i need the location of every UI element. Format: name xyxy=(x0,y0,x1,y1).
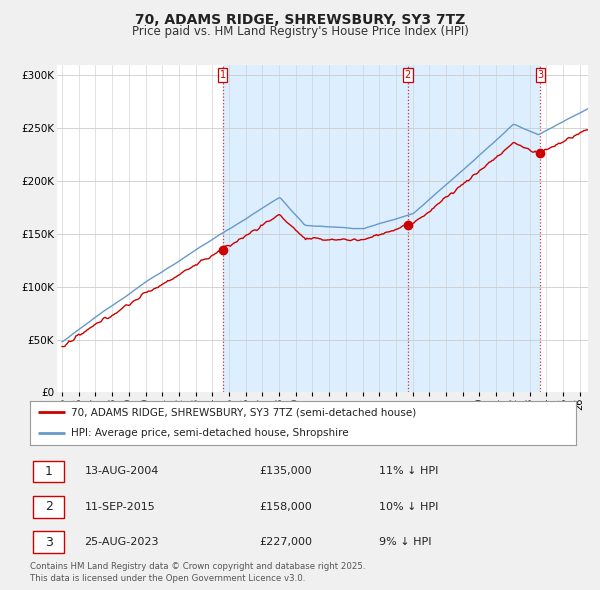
FancyBboxPatch shape xyxy=(33,461,64,482)
Text: 2: 2 xyxy=(404,70,411,80)
Text: Contains HM Land Registry data © Crown copyright and database right 2025.
This d: Contains HM Land Registry data © Crown c… xyxy=(30,562,365,583)
Text: HPI: Average price, semi-detached house, Shropshire: HPI: Average price, semi-detached house,… xyxy=(71,428,349,438)
Text: 3: 3 xyxy=(44,536,53,549)
Text: 3: 3 xyxy=(537,70,544,80)
Text: £158,000: £158,000 xyxy=(259,502,312,512)
FancyBboxPatch shape xyxy=(33,532,64,553)
Text: 11% ↓ HPI: 11% ↓ HPI xyxy=(379,467,439,476)
Text: 11-SEP-2015: 11-SEP-2015 xyxy=(85,502,155,512)
Text: 9% ↓ HPI: 9% ↓ HPI xyxy=(379,537,432,547)
FancyBboxPatch shape xyxy=(33,496,64,517)
Text: £135,000: £135,000 xyxy=(259,467,312,476)
Text: 13-AUG-2004: 13-AUG-2004 xyxy=(85,467,159,476)
Text: 25-AUG-2023: 25-AUG-2023 xyxy=(85,537,159,547)
Text: 1: 1 xyxy=(44,465,53,478)
Bar xyxy=(223,65,541,392)
Text: £227,000: £227,000 xyxy=(259,537,313,547)
Text: Price paid vs. HM Land Registry's House Price Index (HPI): Price paid vs. HM Land Registry's House … xyxy=(131,25,469,38)
Text: 10% ↓ HPI: 10% ↓ HPI xyxy=(379,502,439,512)
Text: 70, ADAMS RIDGE, SHREWSBURY, SY3 7TZ (semi-detached house): 70, ADAMS RIDGE, SHREWSBURY, SY3 7TZ (se… xyxy=(71,407,416,417)
Text: 2: 2 xyxy=(44,500,53,513)
Text: 1: 1 xyxy=(220,70,226,80)
Text: 70, ADAMS RIDGE, SHREWSBURY, SY3 7TZ: 70, ADAMS RIDGE, SHREWSBURY, SY3 7TZ xyxy=(135,13,465,27)
